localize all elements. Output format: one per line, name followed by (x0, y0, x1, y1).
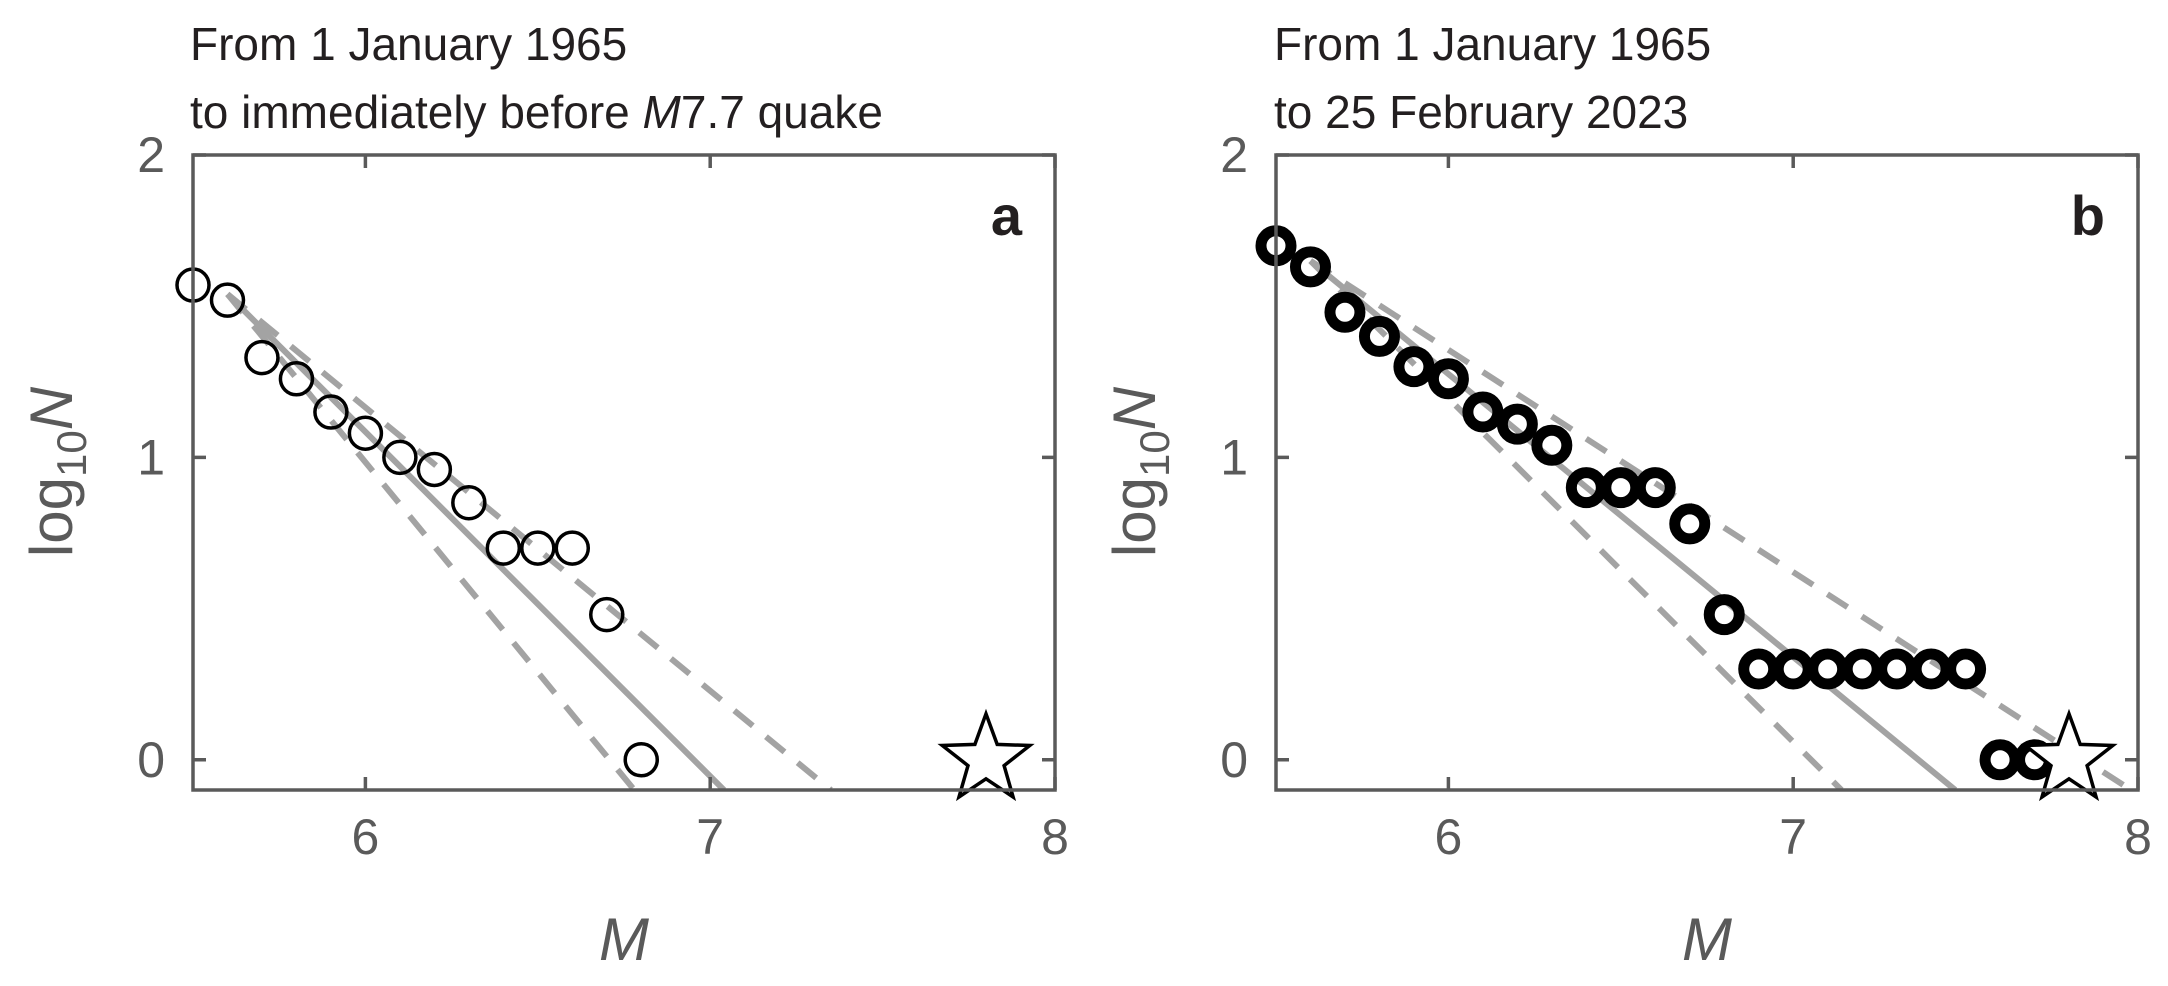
panel-a-x-tick-label: 7 (696, 809, 724, 865)
panel-a-y-axis-label: log10N (18, 386, 95, 557)
panel-b-data-point (1807, 648, 1849, 690)
panel-a-data-point (554, 530, 591, 566)
panel-b-data-point (1945, 648, 1987, 690)
panel-a-data-point (589, 596, 625, 633)
panel-b-y-tick-label: 1 (1220, 429, 1248, 485)
panel-b: From 1 January 1965 to 25 February 2023 … (1101, 18, 2152, 973)
panel-b-data-point (1289, 246, 1331, 288)
panel-a-data-point (244, 339, 280, 376)
panel-a-title-part-end: 7.7 quake (681, 86, 883, 138)
panel-b-data-point (1600, 467, 1642, 509)
panel-a-title-line-1: From 1 January 1965 (190, 18, 627, 70)
panel-b-x-tick-label: 6 (1434, 809, 1462, 865)
panel-a-ylabel-subscript: 10 (48, 430, 95, 477)
panel-a-x-axis-label: M (599, 906, 649, 973)
panel-b-title-line-2: to 25 February 2023 (1274, 86, 1688, 138)
panel-a-title-line-2: to immediately before M7.7 quake (190, 86, 883, 138)
panel-a-fit-line (225, 291, 727, 790)
panel-a-x-tick-label: 8 (1041, 809, 1069, 865)
panel-a-data-point (416, 451, 453, 488)
panel-a-data-point (485, 530, 522, 566)
panel-a-star-marker (937, 708, 1035, 802)
panel-b-x-tick-label: 7 (1779, 809, 1807, 865)
panel-a-title-magnitude-symbol: M (643, 86, 682, 138)
panel-b-data-point (1703, 594, 1745, 636)
panel-a-axes-box (191, 153, 1057, 792)
panel-a-ylabel-variable: N (18, 386, 85, 430)
panel-a-x-tick-label: 6 (351, 809, 379, 865)
panel-b-data-point (1634, 467, 1676, 509)
panel-a-ylabel-log: log (18, 477, 85, 557)
panel-b-data-point (1979, 739, 2021, 781)
panel-a: From 1 January 1965 to immediately befor… (18, 18, 1069, 973)
panel-a-y-tick-label: 0 (137, 732, 165, 788)
panel-b-y-tick-label: 0 (1220, 732, 1248, 788)
panel-a-bound-line-1 (225, 292, 637, 790)
panel-b-ylabel-variable: N (1101, 386, 1168, 430)
panel-b-data-point (1738, 648, 1780, 690)
panel-b-data-point (1358, 315, 1400, 357)
panel-b-y-axis-label: log10N (1101, 386, 1178, 557)
panel-b-data-point (1669, 503, 1711, 545)
panel-b-data-point (1324, 291, 1366, 333)
panel-a-data-point (313, 394, 349, 430)
panel-b-star-marker (2020, 708, 2118, 802)
panel-b-x-tick-label: 8 (2124, 809, 2152, 865)
panel-b-data-point (1841, 648, 1883, 690)
panel-a-data-point (451, 484, 487, 521)
panel-b-data-point (1393, 346, 1435, 388)
panel-b-bound-line-1 (1308, 258, 1844, 790)
panel-a-bound-line-2 (225, 291, 833, 790)
panel-b-data-point (1496, 403, 1538, 445)
panel-b-ylabel-subscript: 10 (1131, 430, 1178, 477)
panel-a-data-point (278, 361, 315, 397)
panel-a-y-tick-label: 1 (137, 429, 165, 485)
panel-b-data-point (1876, 648, 1918, 690)
panel-b-label: b (2071, 184, 2105, 247)
panel-b-bound-line-2 (1308, 258, 2133, 790)
panel-b-marks (1255, 225, 2133, 802)
panel-a-label: a (991, 184, 1023, 247)
panel-a-data-point (520, 530, 556, 566)
panel-b-data-point (1427, 358, 1469, 400)
panel-b-axes-box (1274, 153, 2140, 792)
panel-a-title-part: to immediately before (190, 86, 643, 138)
panel-b-x-axis-label: M (1682, 906, 1732, 973)
panel-b-fit-line (1308, 258, 1958, 790)
panel-a-data-point (623, 742, 659, 778)
panel-b-title-line-1: From 1 January 1965 (1274, 18, 1711, 70)
panel-b-data-point (1910, 648, 1952, 690)
panel-b-data-point (1531, 424, 1573, 466)
panel-b-data-point (1772, 648, 1814, 690)
panel-b-y-tick-label: 2 (1220, 127, 1248, 183)
panel-a-data-point (209, 282, 246, 318)
panel-a-data-point (347, 415, 384, 451)
panel-a-data-point (382, 439, 418, 476)
panel-b-data-point (1462, 391, 1504, 433)
panel-b-ylabel-log: log (1101, 477, 1168, 557)
panel-a-y-tick-label: 2 (137, 127, 165, 183)
panel-a-marks (175, 267, 1035, 802)
